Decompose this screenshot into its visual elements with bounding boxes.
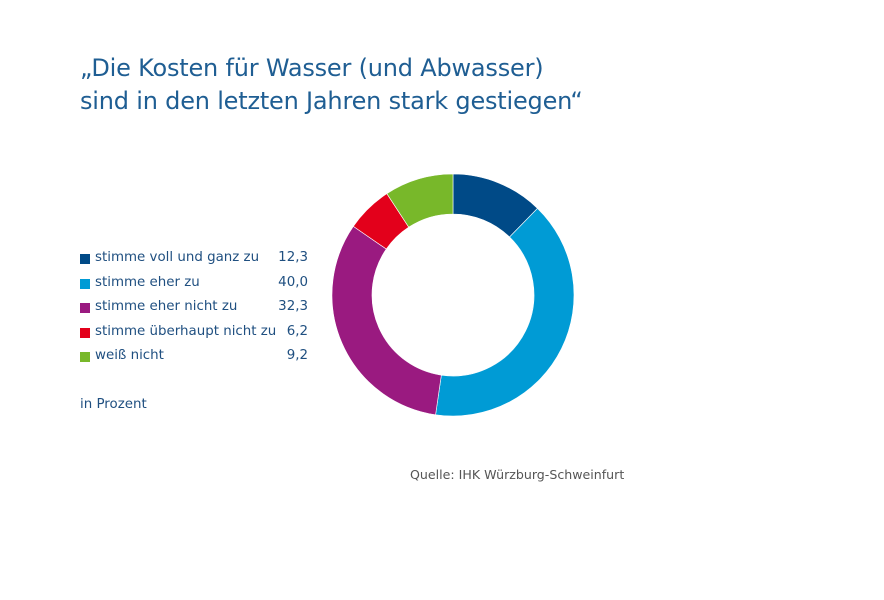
- legend: stimme voll und ganz zu 12,3 stimme eher…: [80, 249, 308, 372]
- legend-item-weiss-nicht: weiß nicht 9,2: [80, 347, 308, 372]
- legend-label: stimme überhaupt nicht zu: [95, 323, 277, 339]
- legend-label: stimme voll und ganz zu: [95, 250, 260, 265]
- donut-slice-stimme-eher-zu: [435, 207, 575, 417]
- legend-swatch: [80, 327, 90, 338]
- legend-swatch: [80, 254, 90, 264]
- legend-item-stimme-ueberhaupt-nicht-zu: stimme überhaupt nicht zu 6,2: [80, 323, 308, 348]
- legend-label: stimme eher nicht zu: [95, 299, 238, 315]
- chart-title-line-2: sind in den letzten Jahren stark gestieg…: [80, 87, 583, 115]
- legend-value: 32,3: [278, 299, 308, 315]
- legend-value: 40,0: [278, 274, 308, 290]
- legend-item-stimme-voll-und-ganz-zu: stimme voll und ganz zu 12,3: [80, 249, 308, 274]
- donut-chart: [331, 173, 575, 417]
- legend-swatch: [80, 278, 90, 289]
- legend-value: 9,2: [286, 348, 308, 364]
- source-note: Quelle: IHK Würzburg-Schweinfurt: [410, 467, 625, 482]
- legend-label: weiß nicht: [95, 348, 164, 364]
- legend-item-stimme-eher-zu: stimme eher zu 40,0: [80, 274, 308, 299]
- legend-value: 12,3: [278, 250, 308, 265]
- unit-note: in Prozent: [80, 397, 147, 412]
- legend-swatch: [80, 352, 90, 363]
- legend-label: stimme eher zu: [95, 274, 200, 290]
- legend-value: 6,2: [286, 323, 308, 339]
- donut-slices: [331, 173, 575, 417]
- donut-slice-stimme-eher-nicht-zu: [331, 225, 442, 416]
- legend-swatch: [80, 303, 90, 314]
- chart-title: „Die Kosten für Wasser (und Abwasser) si…: [80, 52, 583, 118]
- legend-item-stimme-eher-nicht-zu: stimme eher nicht zu 32,3: [80, 298, 308, 323]
- donut-slice-weiss-nicht: [386, 173, 454, 228]
- chart-title-line-1: „Die Kosten für Wasser (und Abwasser): [80, 54, 544, 82]
